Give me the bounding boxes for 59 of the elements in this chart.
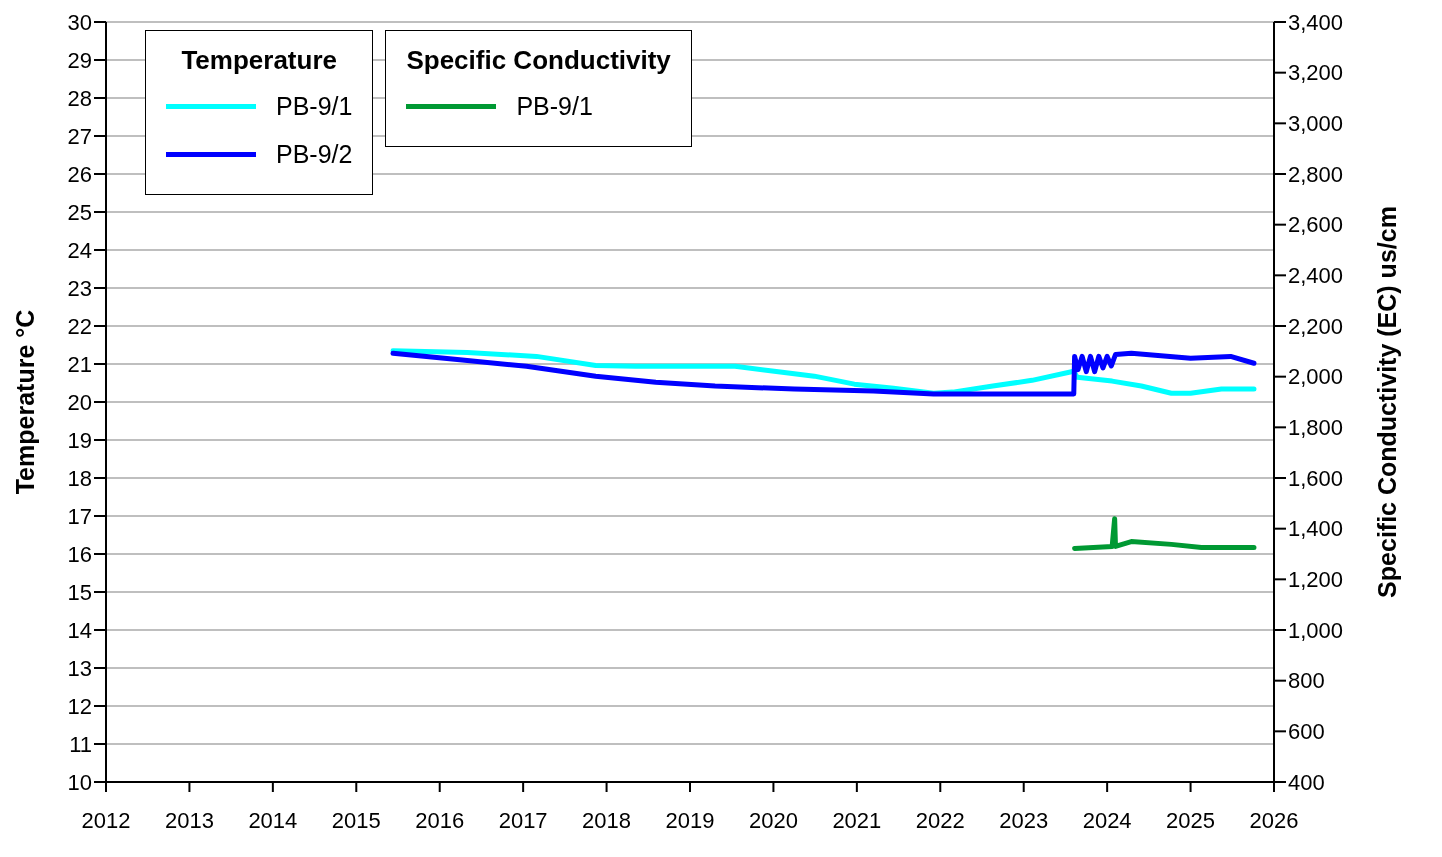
x-tick-label: 2021	[832, 807, 882, 833]
y2-tick-label: 400	[1288, 769, 1325, 795]
y2-tick-label: 1,200	[1288, 567, 1344, 593]
y2-tick-label: 2,800	[1288, 161, 1344, 187]
y-tick-label: 14	[67, 617, 92, 643]
y2-tick-label: 2,600	[1288, 212, 1344, 238]
y-tick-label: 20	[67, 389, 92, 415]
x-tick-label: 2023	[999, 807, 1049, 833]
y-tick-label: 25	[67, 199, 92, 225]
y2-tick-label: 3,200	[1288, 60, 1344, 86]
y-tick-label: 16	[67, 541, 92, 567]
text: Temperature	[181, 45, 337, 75]
y2-tick-label: 600	[1288, 719, 1325, 745]
y-tick-label: 13	[67, 655, 92, 681]
y-tick-label: 24	[67, 237, 92, 263]
y-tick-label: 11	[69, 731, 92, 757]
y-tick-label: 26	[67, 161, 92, 187]
y-tick-label: 21	[67, 351, 92, 377]
x-tick-label: 2012	[81, 807, 131, 833]
x-tick-label: 2026	[1249, 807, 1299, 833]
y-tick-label: 27	[67, 123, 92, 149]
y-tick-label: 22	[67, 313, 92, 339]
x-tick-label: 2013	[164, 807, 214, 833]
x-tick-label: 2024	[1082, 807, 1132, 833]
legend-label: PB-9/1	[276, 91, 353, 121]
y-tick-label: 30	[67, 9, 92, 35]
x-tick-label: 2014	[248, 807, 298, 833]
y-tick-label: 19	[67, 427, 92, 453]
y2-tick-label: 3,000	[1288, 111, 1344, 137]
y-tick-label: 28	[67, 85, 92, 111]
x-tick-label: 2019	[665, 807, 715, 833]
y-tick-label: 18	[67, 465, 92, 491]
y2-tick-label: 1,400	[1288, 516, 1344, 542]
y-tick-label: 12	[67, 693, 92, 719]
y-tick-label: 23	[67, 275, 92, 301]
x-tick-label: 2016	[415, 807, 465, 833]
legend-label: PB-9/1	[516, 91, 593, 121]
x-tick-label: 2015	[331, 807, 381, 833]
legend-label: PB-9/2	[276, 139, 353, 169]
x-tick-label: 2025	[1166, 807, 1216, 833]
x-tick-label: 2018	[582, 807, 632, 833]
x-tick-label: 2017	[498, 807, 548, 833]
y2-tick-label: 2,200	[1288, 313, 1344, 339]
y2-tick-label: 2,400	[1288, 263, 1344, 289]
y2-axis-title: Specific Conductivity (EC) us/cm	[1372, 206, 1401, 598]
x-tick-label: 2022	[915, 807, 965, 833]
y2-tick-label: 2,000	[1288, 364, 1344, 390]
y-axis-title: Temperature °C	[10, 309, 39, 495]
y-tick-label: 17	[67, 503, 92, 529]
y-tick-label: 10	[67, 769, 92, 795]
y2-tick-label: 3,400	[1288, 9, 1344, 35]
y2-tick-label: 1,600	[1288, 465, 1344, 491]
y-tick-label: 15	[67, 579, 92, 605]
y2-tick-label: 1,800	[1288, 415, 1344, 441]
y2-tick-label: 800	[1288, 668, 1325, 694]
text: Specific Conductivity	[406, 45, 671, 75]
x-tick-label: 2020	[748, 807, 798, 833]
y-tick-label: 29	[67, 47, 92, 73]
y2-tick-label: 1,000	[1288, 617, 1344, 643]
